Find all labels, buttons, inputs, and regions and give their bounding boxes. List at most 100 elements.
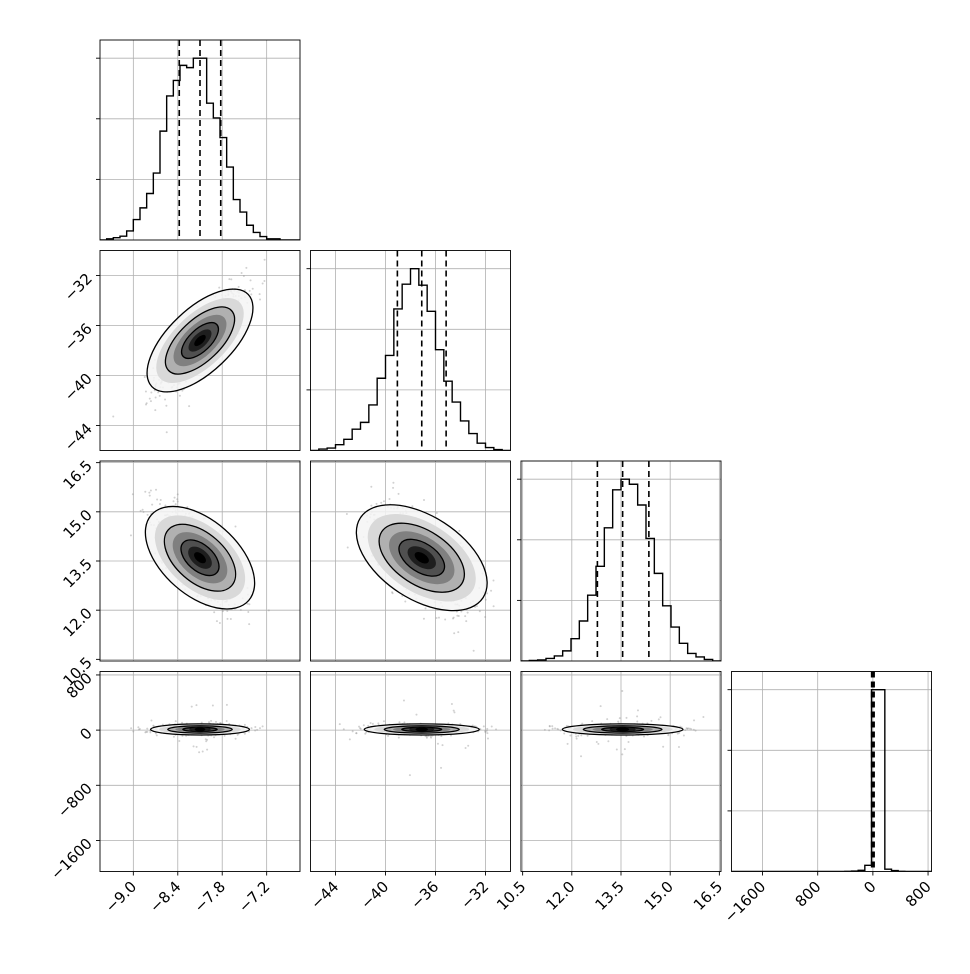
- scatter-point: [226, 617, 229, 620]
- scatter-point: [615, 748, 618, 751]
- scatter-point: [250, 293, 253, 296]
- density-contour: [194, 727, 206, 732]
- scatter-point: [486, 737, 489, 740]
- scatter-point: [621, 753, 624, 756]
- grid-x: [335, 671, 486, 872]
- scatter-point: [165, 431, 168, 434]
- scatter-point: [132, 730, 135, 733]
- scatter-point: [659, 716, 662, 719]
- scatter-point: [456, 614, 459, 617]
- scatter-point: [154, 409, 157, 412]
- scatter-point: [143, 375, 146, 378]
- scatter-point: [173, 496, 176, 499]
- scatter-point: [479, 728, 482, 731]
- scatter-point: [155, 488, 158, 491]
- scatter-point: [146, 727, 149, 730]
- x-tick-label: −40: [357, 878, 392, 913]
- scatter-point: [142, 510, 145, 513]
- scatter-point: [250, 727, 253, 730]
- x-tick-label: 800: [902, 878, 935, 911]
- panel-frame: [310, 460, 511, 662]
- scatter-point: [230, 278, 233, 281]
- scatter-point: [690, 728, 693, 731]
- scatter-point: [234, 525, 237, 528]
- scatter-point: [149, 400, 152, 403]
- scatter-point: [225, 719, 228, 722]
- scatter-point: [569, 734, 572, 737]
- scatter-point: [693, 719, 696, 722]
- scatter-point: [141, 508, 144, 511]
- scatter-point: [685, 727, 688, 730]
- scatter-point: [621, 690, 624, 693]
- scatter-point: [449, 734, 452, 737]
- scatter-point: [355, 732, 358, 735]
- scatter-point: [687, 727, 690, 730]
- scatter-point: [425, 736, 428, 739]
- scatter-point: [348, 738, 351, 741]
- scatter-point: [208, 721, 211, 724]
- scatter-point: [484, 731, 487, 734]
- scatter-point: [258, 293, 261, 296]
- scatter-point: [206, 738, 209, 741]
- scatter-point: [240, 271, 243, 274]
- scatter-point: [382, 720, 385, 723]
- scatter-point: [139, 509, 142, 512]
- scatter-point: [219, 721, 222, 724]
- scatter-point: [181, 734, 184, 737]
- scatter-point: [247, 610, 250, 613]
- scatter-point: [234, 737, 237, 740]
- scatter-point: [145, 730, 148, 733]
- scatter-point: [398, 721, 401, 724]
- density-contour: [616, 727, 630, 732]
- scatter-point: [424, 607, 427, 610]
- scatter-point: [263, 258, 266, 261]
- scatter-point: [490, 589, 493, 592]
- histogram-step-0: [100, 57, 300, 240]
- scatter-point: [254, 726, 257, 729]
- scatter-point: [377, 722, 380, 725]
- scatter-point: [145, 403, 148, 406]
- scatter-point: [248, 289, 251, 292]
- x-tick-label: −7.2: [235, 878, 273, 916]
- scatter-point: [492, 605, 495, 608]
- scatter-point: [623, 748, 626, 751]
- scatter-point: [164, 398, 167, 401]
- y-tick-label: −44: [61, 420, 96, 455]
- scatter-point: [467, 744, 470, 747]
- scatter-point: [391, 591, 394, 594]
- scatter-point: [137, 728, 140, 731]
- x-tick-label: −7.8: [191, 878, 229, 916]
- histogram-step-2: [521, 478, 721, 661]
- scatter-point: [249, 279, 252, 282]
- scatter-point: [557, 728, 560, 731]
- scatter-point: [362, 724, 365, 727]
- scatter-point: [144, 490, 147, 493]
- grid-x: [132, 671, 268, 872]
- x-tick-label: 12.0: [542, 878, 578, 914]
- scatter-point: [201, 750, 204, 753]
- y-tick-label: 0: [76, 724, 95, 743]
- scatter-point: [657, 718, 660, 721]
- scatter-point: [351, 730, 354, 733]
- density-contour: [415, 727, 428, 732]
- x-tick-label: −44: [307, 878, 342, 913]
- grid-y: [310, 674, 511, 841]
- scatter-point: [548, 729, 551, 732]
- scatter-point: [237, 285, 240, 288]
- scatter-point: [595, 740, 598, 743]
- histogram-3: [731, 671, 932, 872]
- scatter-point: [618, 717, 621, 720]
- scatter-point: [174, 720, 177, 723]
- scatter-point: [484, 616, 487, 619]
- scatter-point: [242, 275, 245, 278]
- scatter-point: [150, 719, 153, 722]
- panel-frame: [731, 671, 932, 872]
- scatter-point: [404, 600, 407, 603]
- scatter-point: [423, 498, 426, 501]
- histogram-step-1: [310, 267, 511, 451]
- scatter-point: [397, 736, 400, 739]
- scatter-point: [457, 615, 460, 618]
- scatter-point: [156, 498, 159, 501]
- scatter-point: [221, 610, 224, 613]
